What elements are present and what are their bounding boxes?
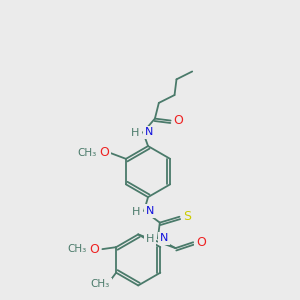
Text: O: O	[99, 146, 109, 159]
Text: N: N	[146, 206, 154, 216]
Text: H: H	[146, 234, 154, 244]
Text: N: N	[145, 127, 154, 137]
Text: O: O	[173, 114, 183, 127]
Text: N: N	[160, 233, 168, 243]
Text: O: O	[196, 236, 206, 249]
Text: S: S	[183, 210, 191, 223]
Text: CH₃: CH₃	[67, 244, 86, 254]
Text: H: H	[131, 128, 140, 138]
Text: H: H	[132, 207, 140, 217]
Text: CH₃: CH₃	[77, 148, 96, 158]
Text: O: O	[90, 243, 100, 256]
Text: CH₃: CH₃	[91, 280, 110, 290]
